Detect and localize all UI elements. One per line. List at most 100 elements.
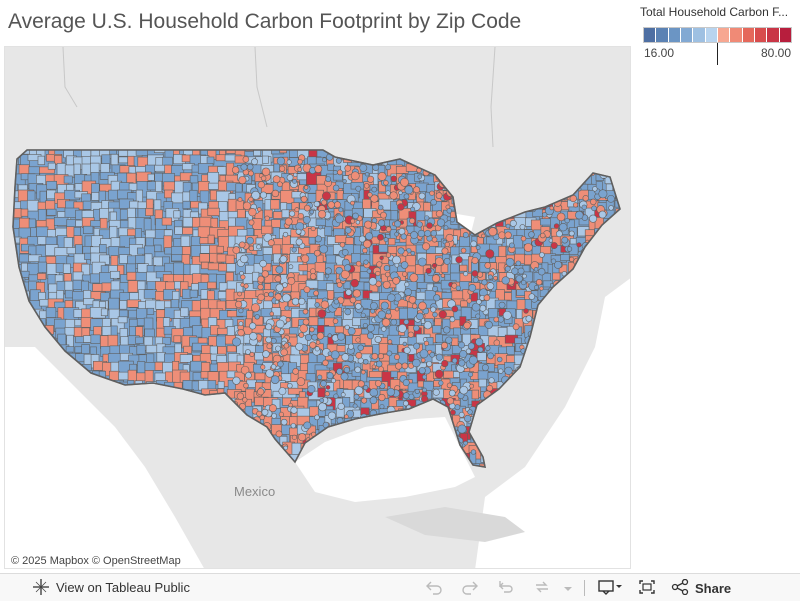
zipcode-marker: [344, 227, 352, 234]
zipcode-marker: [240, 163, 248, 171]
zipcode-marker: [288, 264, 294, 270]
zipcode-marker: [350, 218, 356, 224]
zipcode-cell: [162, 317, 171, 327]
zipcode-marker: [298, 332, 305, 338]
zipcode-marker: [264, 292, 269, 297]
zipcode-marker: [432, 388, 440, 396]
zipcode-marker: [369, 396, 378, 405]
share-button[interactable]: Share: [671, 578, 731, 598]
zipcode-marker: [325, 385, 331, 390]
zipcode-cell: [207, 281, 217, 289]
undo-icon: [425, 579, 443, 598]
zipcode-marker: [464, 414, 472, 423]
revert-icon: [497, 579, 515, 598]
zipcode-marker: [257, 293, 265, 301]
zipcode-marker: [369, 388, 379, 397]
zipcode-marker: [377, 310, 387, 320]
zipcode-marker: [248, 170, 254, 177]
zipcode-marker: [350, 171, 360, 181]
zipcode-marker: [278, 411, 285, 418]
zipcode-marker: [313, 290, 319, 297]
zipcode-marker: [291, 297, 300, 306]
zipcode-marker: [402, 400, 409, 407]
zipcode-marker: [462, 231, 469, 238]
zipcode-marker: [555, 230, 563, 238]
zipcode-marker: [297, 212, 304, 220]
zipcode-cell: [308, 316, 319, 326]
zipcode-marker: [235, 300, 243, 308]
zipcode-marker: [416, 312, 424, 321]
zipcode-marker: [248, 245, 255, 252]
zipcode-marker: [434, 369, 444, 379]
map-attribution[interactable]: © 2025 Mapbox © OpenStreetMap: [9, 555, 183, 567]
zipcode-marker: [436, 218, 446, 227]
zipcode-marker: [309, 273, 317, 280]
zipcode-cell: [270, 199, 280, 210]
legend-swatch: [693, 28, 706, 42]
zipcode-marker: [261, 175, 267, 181]
undo-button[interactable]: [416, 578, 452, 598]
zipcode-marker: [333, 393, 339, 399]
zipcode-marker: [535, 278, 543, 286]
zipcode-marker: [569, 256, 575, 262]
zipcode-marker: [364, 220, 373, 229]
zipcode-marker: [279, 165, 286, 172]
zipcode-marker: [435, 353, 443, 361]
zipcode-marker: [371, 186, 378, 193]
zipcode-marker: [413, 342, 420, 350]
revert-button[interactable]: [488, 578, 524, 598]
refresh-button[interactable]: [524, 578, 560, 598]
zipcode-marker: [449, 217, 456, 223]
zipcode-marker: [321, 157, 327, 163]
view-on-tableau-public-link[interactable]: View on Tableau Public: [32, 578, 190, 596]
zipcode-marker: [488, 377, 495, 384]
zipcode-marker: [404, 288, 412, 296]
zipcode-cell: [174, 226, 183, 235]
zipcode-cell: [63, 175, 73, 184]
zipcode-cell: [37, 273, 47, 280]
tableau-logo-icon: [32, 578, 50, 596]
zipcode-marker: [317, 210, 327, 219]
zipcode-marker: [321, 199, 328, 206]
zipcode-marker: [508, 242, 515, 249]
zipcode-marker: [414, 388, 420, 394]
zipcode-marker: [260, 364, 266, 370]
zipcode-marker: [576, 242, 582, 248]
zipcode-marker: [484, 320, 493, 329]
zipcode-cell: [224, 319, 234, 328]
zipcode-marker: [359, 163, 368, 172]
zipcode-cell: [146, 307, 155, 315]
zipcode-marker: [485, 249, 495, 259]
zipcode-cell: [262, 155, 269, 164]
map-view[interactable]: Mexico © 2025 Mapbox © OpenStreetMap: [4, 46, 631, 569]
zipcode-marker: [392, 255, 401, 265]
zipcode-marker: [367, 192, 373, 198]
zipcode-marker: [355, 260, 362, 267]
zipcode-marker: [363, 183, 370, 189]
download-button[interactable]: [593, 578, 629, 598]
zipcode-cell: [451, 290, 464, 300]
zipcode-marker: [344, 264, 352, 272]
zipcode-marker: [445, 336, 453, 344]
zipcode-marker: [504, 366, 513, 376]
zipcode-marker: [429, 190, 435, 196]
zipcode-marker: [371, 364, 377, 369]
redo-button[interactable]: [452, 578, 488, 598]
refresh-dropdown[interactable]: [560, 578, 576, 598]
page-title: Average U.S. Household Carbon Footprint …: [8, 10, 522, 33]
zipcode-marker: [242, 397, 248, 403]
legend-swatch: [680, 28, 694, 42]
zipcode-marker: [498, 368, 504, 374]
zipcode-marker: [251, 303, 260, 313]
fullscreen-button[interactable]: [629, 578, 665, 598]
zipcode-marker: [519, 224, 526, 230]
zipcode-marker: [481, 233, 486, 238]
zipcode-cell: [471, 389, 479, 400]
zipcode-marker: [257, 283, 264, 291]
zipcode-marker: [335, 266, 344, 275]
zipcode-marker: [337, 169, 343, 176]
zipcode-marker: [282, 282, 288, 288]
zipcode-cell: [144, 328, 155, 338]
zipcode-marker: [608, 205, 614, 211]
zipcode-marker: [344, 308, 352, 316]
